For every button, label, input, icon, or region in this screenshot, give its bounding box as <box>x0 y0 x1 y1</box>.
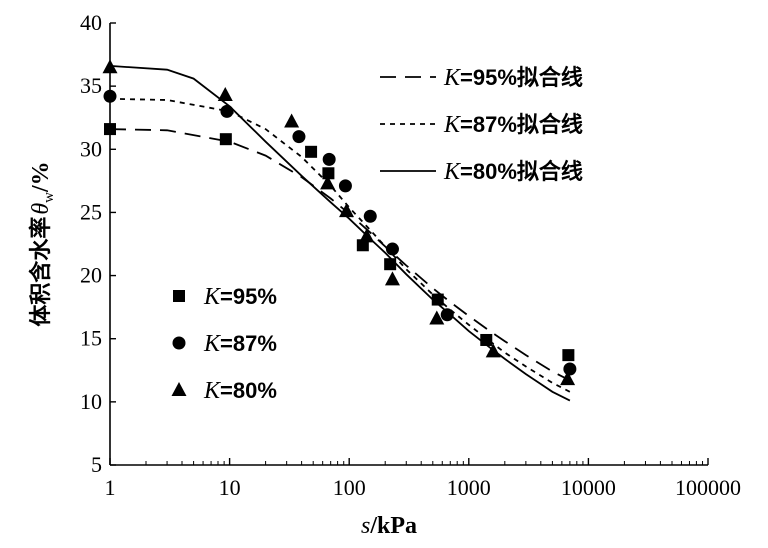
triangle-point <box>384 271 400 286</box>
circle-point <box>440 308 454 322</box>
y-tick-label: 10 <box>80 389 102 414</box>
circle-point <box>220 104 234 118</box>
triangle-point <box>102 59 118 74</box>
y-tick-label: 25 <box>80 199 102 224</box>
circle-point <box>385 242 399 256</box>
square-point <box>431 293 444 306</box>
y-axis-title: 体积含水率θw/% <box>28 161 57 326</box>
square-point <box>104 123 116 136</box>
square-point <box>480 333 493 346</box>
y-tick-label: 20 <box>80 263 102 288</box>
triangle-point <box>339 203 355 218</box>
square-point <box>322 167 335 180</box>
circle-point <box>363 209 377 223</box>
triangle-point <box>560 371 576 386</box>
x-tick-label: 100000 <box>675 475 741 500</box>
axes: 5 10 15 20 25 30 35 40 1 10 100 1000 10000 100000 <box>80 10 741 500</box>
data-points <box>102 59 577 386</box>
legend-series-label: K=95% <box>203 284 277 310</box>
y-tick-label: 15 <box>80 326 102 351</box>
fit-line-dashed <box>109 128 571 382</box>
triangle-point <box>320 175 336 190</box>
x-tick-label: 10000 <box>561 475 616 500</box>
axis-titles: s/kPa 体积含水率θw/% <box>28 161 417 539</box>
square-point <box>562 349 575 362</box>
legend-square <box>173 290 185 302</box>
square-point <box>305 145 318 158</box>
x-axis-title: s/kPa <box>361 513 417 539</box>
legend-series-label: K=87% <box>203 331 277 357</box>
legend-fit-label: K=87%拟合线 <box>443 112 583 138</box>
triangle-point <box>359 228 375 243</box>
y-tick-label: 40 <box>80 10 102 35</box>
circle-point <box>338 179 352 193</box>
legend-series-label: K=80% <box>203 378 277 404</box>
x-tick-label: 100 <box>333 475 366 500</box>
triangle-point <box>485 343 501 358</box>
legend-fit-label: K=95%拟合线 <box>443 65 583 91</box>
x-tick-label: 1000 <box>447 475 491 500</box>
legend-fit-lines: K=95%拟合线 K=87%拟合线 K=80%拟合线 <box>380 65 583 185</box>
circle-point <box>563 362 577 376</box>
legend-circle <box>172 336 186 350</box>
y-tick-label: 35 <box>80 73 102 98</box>
circle-point <box>103 89 117 103</box>
y-tick-label: 5 <box>91 452 102 477</box>
x-tick-label: 1 <box>105 475 116 500</box>
circle-point <box>292 130 306 144</box>
legend-triangle <box>171 382 187 396</box>
triangle-point <box>217 86 233 101</box>
square-point <box>384 258 397 271</box>
circle-point <box>322 152 336 166</box>
y-tick-label: 30 <box>80 136 102 161</box>
legend-fit-label: K=80%拟合线 <box>443 159 583 185</box>
square-point <box>219 133 232 146</box>
legend-markers: K=95% K=87% K=80% <box>171 284 277 404</box>
triangle-point <box>429 310 445 325</box>
x-tick-label: 10 <box>219 475 241 500</box>
triangle-point <box>284 113 300 128</box>
fit-line-dotted <box>109 97 571 393</box>
